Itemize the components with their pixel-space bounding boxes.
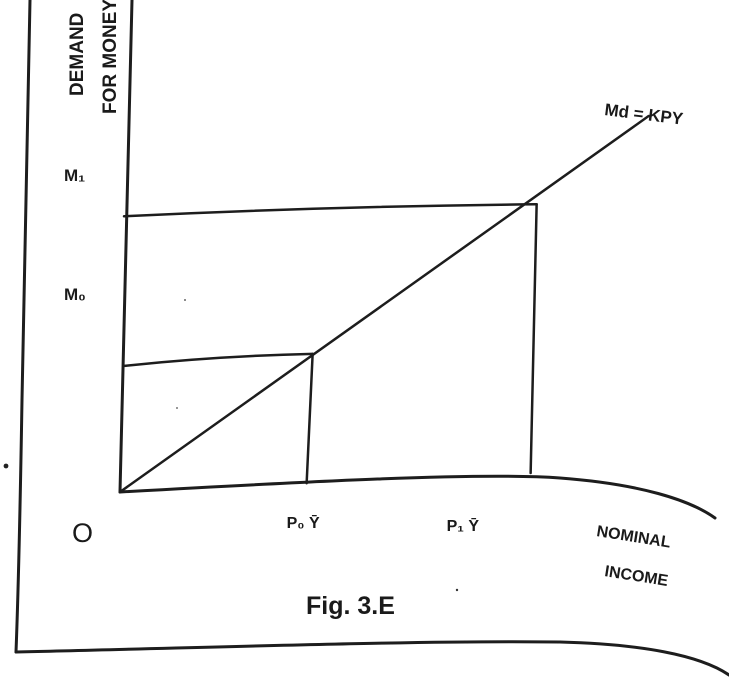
- guide-horizontal-0: [122, 352, 314, 368]
- y-axis-title-line-2: FOR MONEY: [100, 0, 121, 114]
- speck-4: [455, 588, 459, 592]
- series-line-md: [118, 114, 650, 494]
- x-axis-title-line-1: NOMINAL: [595, 523, 672, 552]
- y-axis: [118, 0, 134, 494]
- origin-label: O: [72, 518, 93, 548]
- speck-2: [184, 299, 186, 301]
- series-label-md: Md = KPY: [604, 100, 685, 129]
- y-axis-title-line-1: DEMAND: [67, 13, 88, 96]
- guide-vertical-0: [305, 352, 314, 485]
- y-tick-label-m1: M₁: [64, 166, 85, 185]
- x-tick-label-p0y: P₀ Ȳ: [287, 513, 320, 532]
- page-frame-bottom: [14, 640, 729, 677]
- x-tick-label-p1y: P₁ Ȳ: [447, 516, 480, 535]
- x-axis-title-line-2: INCOME: [603, 563, 669, 590]
- speck-3: [176, 407, 178, 409]
- speck-1: [3, 463, 9, 469]
- guide-horizontal-1: [122, 203, 538, 218]
- page-frame-left: [14, 0, 32, 654]
- y-tick-label-m0: M₀: [64, 285, 86, 304]
- figure-caption: Fig. 3.E: [306, 592, 395, 620]
- guide-vertical-1: [529, 203, 538, 475]
- x-axis: [118, 474, 717, 520]
- guide-lines: [122, 203, 538, 485]
- series-layer: [118, 114, 650, 494]
